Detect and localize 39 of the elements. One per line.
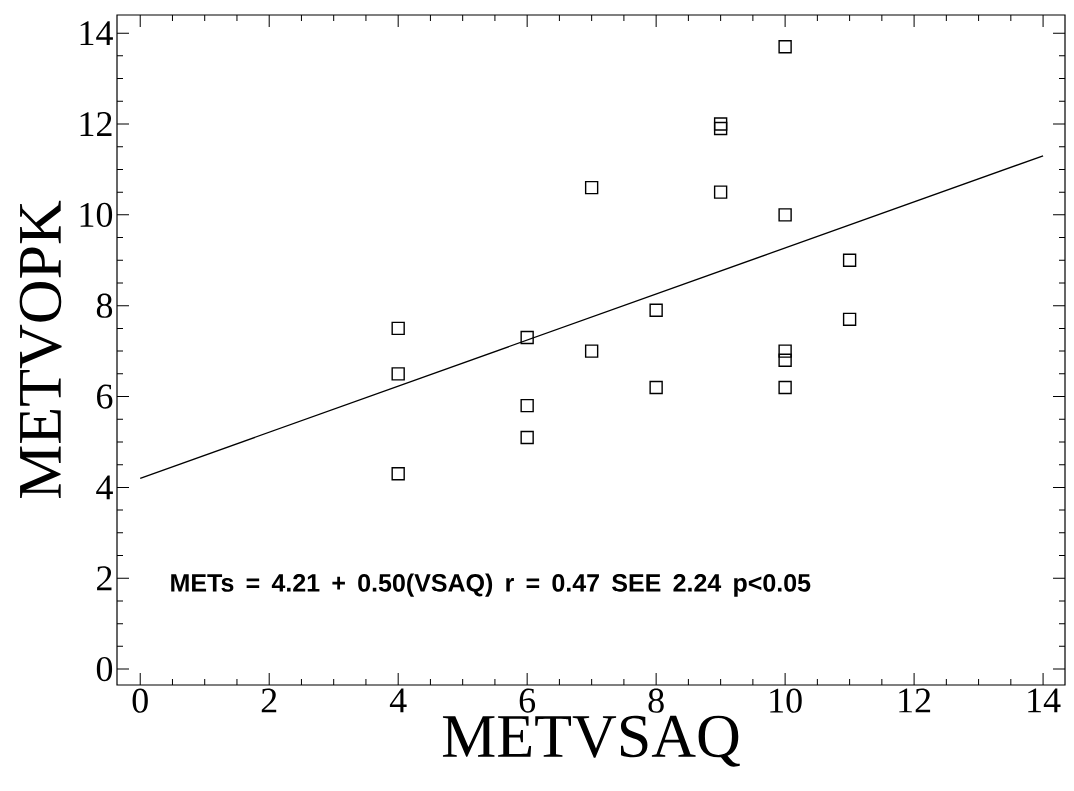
x-tick-label: 14 [1028, 688, 1061, 713]
point [713, 117, 728, 131]
x-tick-label: 12 [899, 688, 931, 713]
point [391, 321, 405, 336]
point [520, 330, 534, 345]
point [520, 398, 534, 413]
point [778, 40, 792, 54]
point [778, 353, 792, 367]
point [520, 430, 534, 445]
point [778, 344, 792, 358]
point [713, 121, 728, 136]
point [649, 380, 663, 395]
y-tick-label: 0 [96, 656, 113, 682]
x-tick-label: 6 [519, 688, 536, 713]
y-tick-label: 2 [97, 566, 112, 591]
y-axis-title: METVOPK [19, 200, 62, 499]
y-tick-label: 12 [80, 112, 112, 136]
y-tick-label: 4 [96, 475, 113, 500]
x-tick-label: 10 [770, 688, 802, 713]
point [391, 367, 405, 381]
point [391, 467, 405, 481]
y-tick-label: 14 [80, 21, 113, 46]
point [778, 380, 792, 395]
x-axis-title: METVSAQ [442, 715, 740, 767]
point [778, 208, 792, 222]
point [842, 312, 857, 327]
point [584, 344, 599, 358]
y-tick-label: 8 [96, 293, 113, 318]
x-tick-label: 8 [648, 688, 664, 713]
point [649, 303, 663, 317]
x-tick-label: 2 [261, 688, 277, 713]
point [584, 180, 599, 195]
x-tick-label: 4 [389, 688, 407, 713]
point [713, 185, 728, 199]
annotation: METs = 4.21 + 0.50(VSAQ) r = 0.47 SEE 2.24 p<0.05 [171, 573, 811, 597]
point [842, 253, 857, 267]
y-tick-label: 10 [80, 202, 113, 227]
x-tick-label: 0 [132, 688, 148, 713]
y-tick-label: 6 [97, 384, 113, 409]
